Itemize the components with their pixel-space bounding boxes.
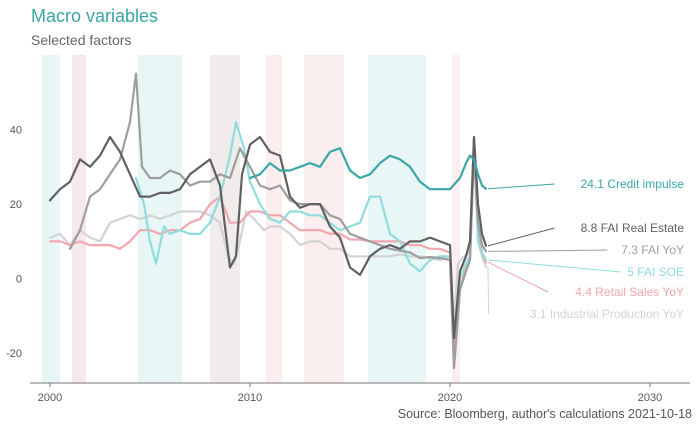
shaded-period-7 [452, 55, 460, 383]
shaded-period-4 [266, 55, 282, 383]
y-tick-label: 0 [16, 274, 22, 286]
label-leader-3 [487, 249, 608, 252]
series-label-0: 3.1 Industrial Production YoY [530, 307, 684, 321]
x-tick-label: 2030 [638, 392, 662, 404]
series-label-2: 5 FAI SOE [627, 265, 684, 279]
series-label-5: 24.1 Credit impulse [581, 177, 685, 191]
shaded-period-0 [42, 55, 60, 383]
axes: 2000 2010 2020 2030 -20 0 20 40 [6, 125, 690, 404]
x-tick-label: 2000 [38, 392, 62, 404]
x-tick-label: 2020 [438, 392, 462, 404]
label-leader-5 [487, 183, 555, 190]
x-tick-label: 2010 [238, 392, 262, 404]
label-leader-0 [487, 267, 490, 315]
y-tick-label: 40 [10, 125, 22, 137]
series-label-3: 7.3 FAI YoY [621, 243, 684, 257]
shaded-periods [42, 55, 460, 383]
series-line-4 [48, 135, 488, 340]
series-lines [48, 72, 488, 370]
y-tick-label: -20 [6, 348, 22, 360]
label-leader-2 [487, 259, 621, 273]
series-label-4: 8.8 FAI Real Estate [581, 221, 685, 235]
series-labels: 3.1 Industrial Production YoY 4.4 Retail … [487, 177, 685, 321]
label-leader-4 [487, 227, 555, 247]
series-line-0 [48, 147, 488, 329]
y-tick-label: 20 [10, 199, 22, 211]
chart-subtitle: Selected factors [31, 32, 132, 48]
series-label-1: 4.4 Retail Sales YoY [575, 285, 684, 299]
shaded-period-1 [72, 55, 86, 383]
label-leader-1 [487, 261, 549, 293]
chart-title: Macro variables [31, 6, 159, 26]
shaded-period-6 [368, 55, 426, 383]
source-note: Source: Bloomberg, author's calculations… [397, 407, 692, 421]
series-line-5 [248, 147, 488, 191]
